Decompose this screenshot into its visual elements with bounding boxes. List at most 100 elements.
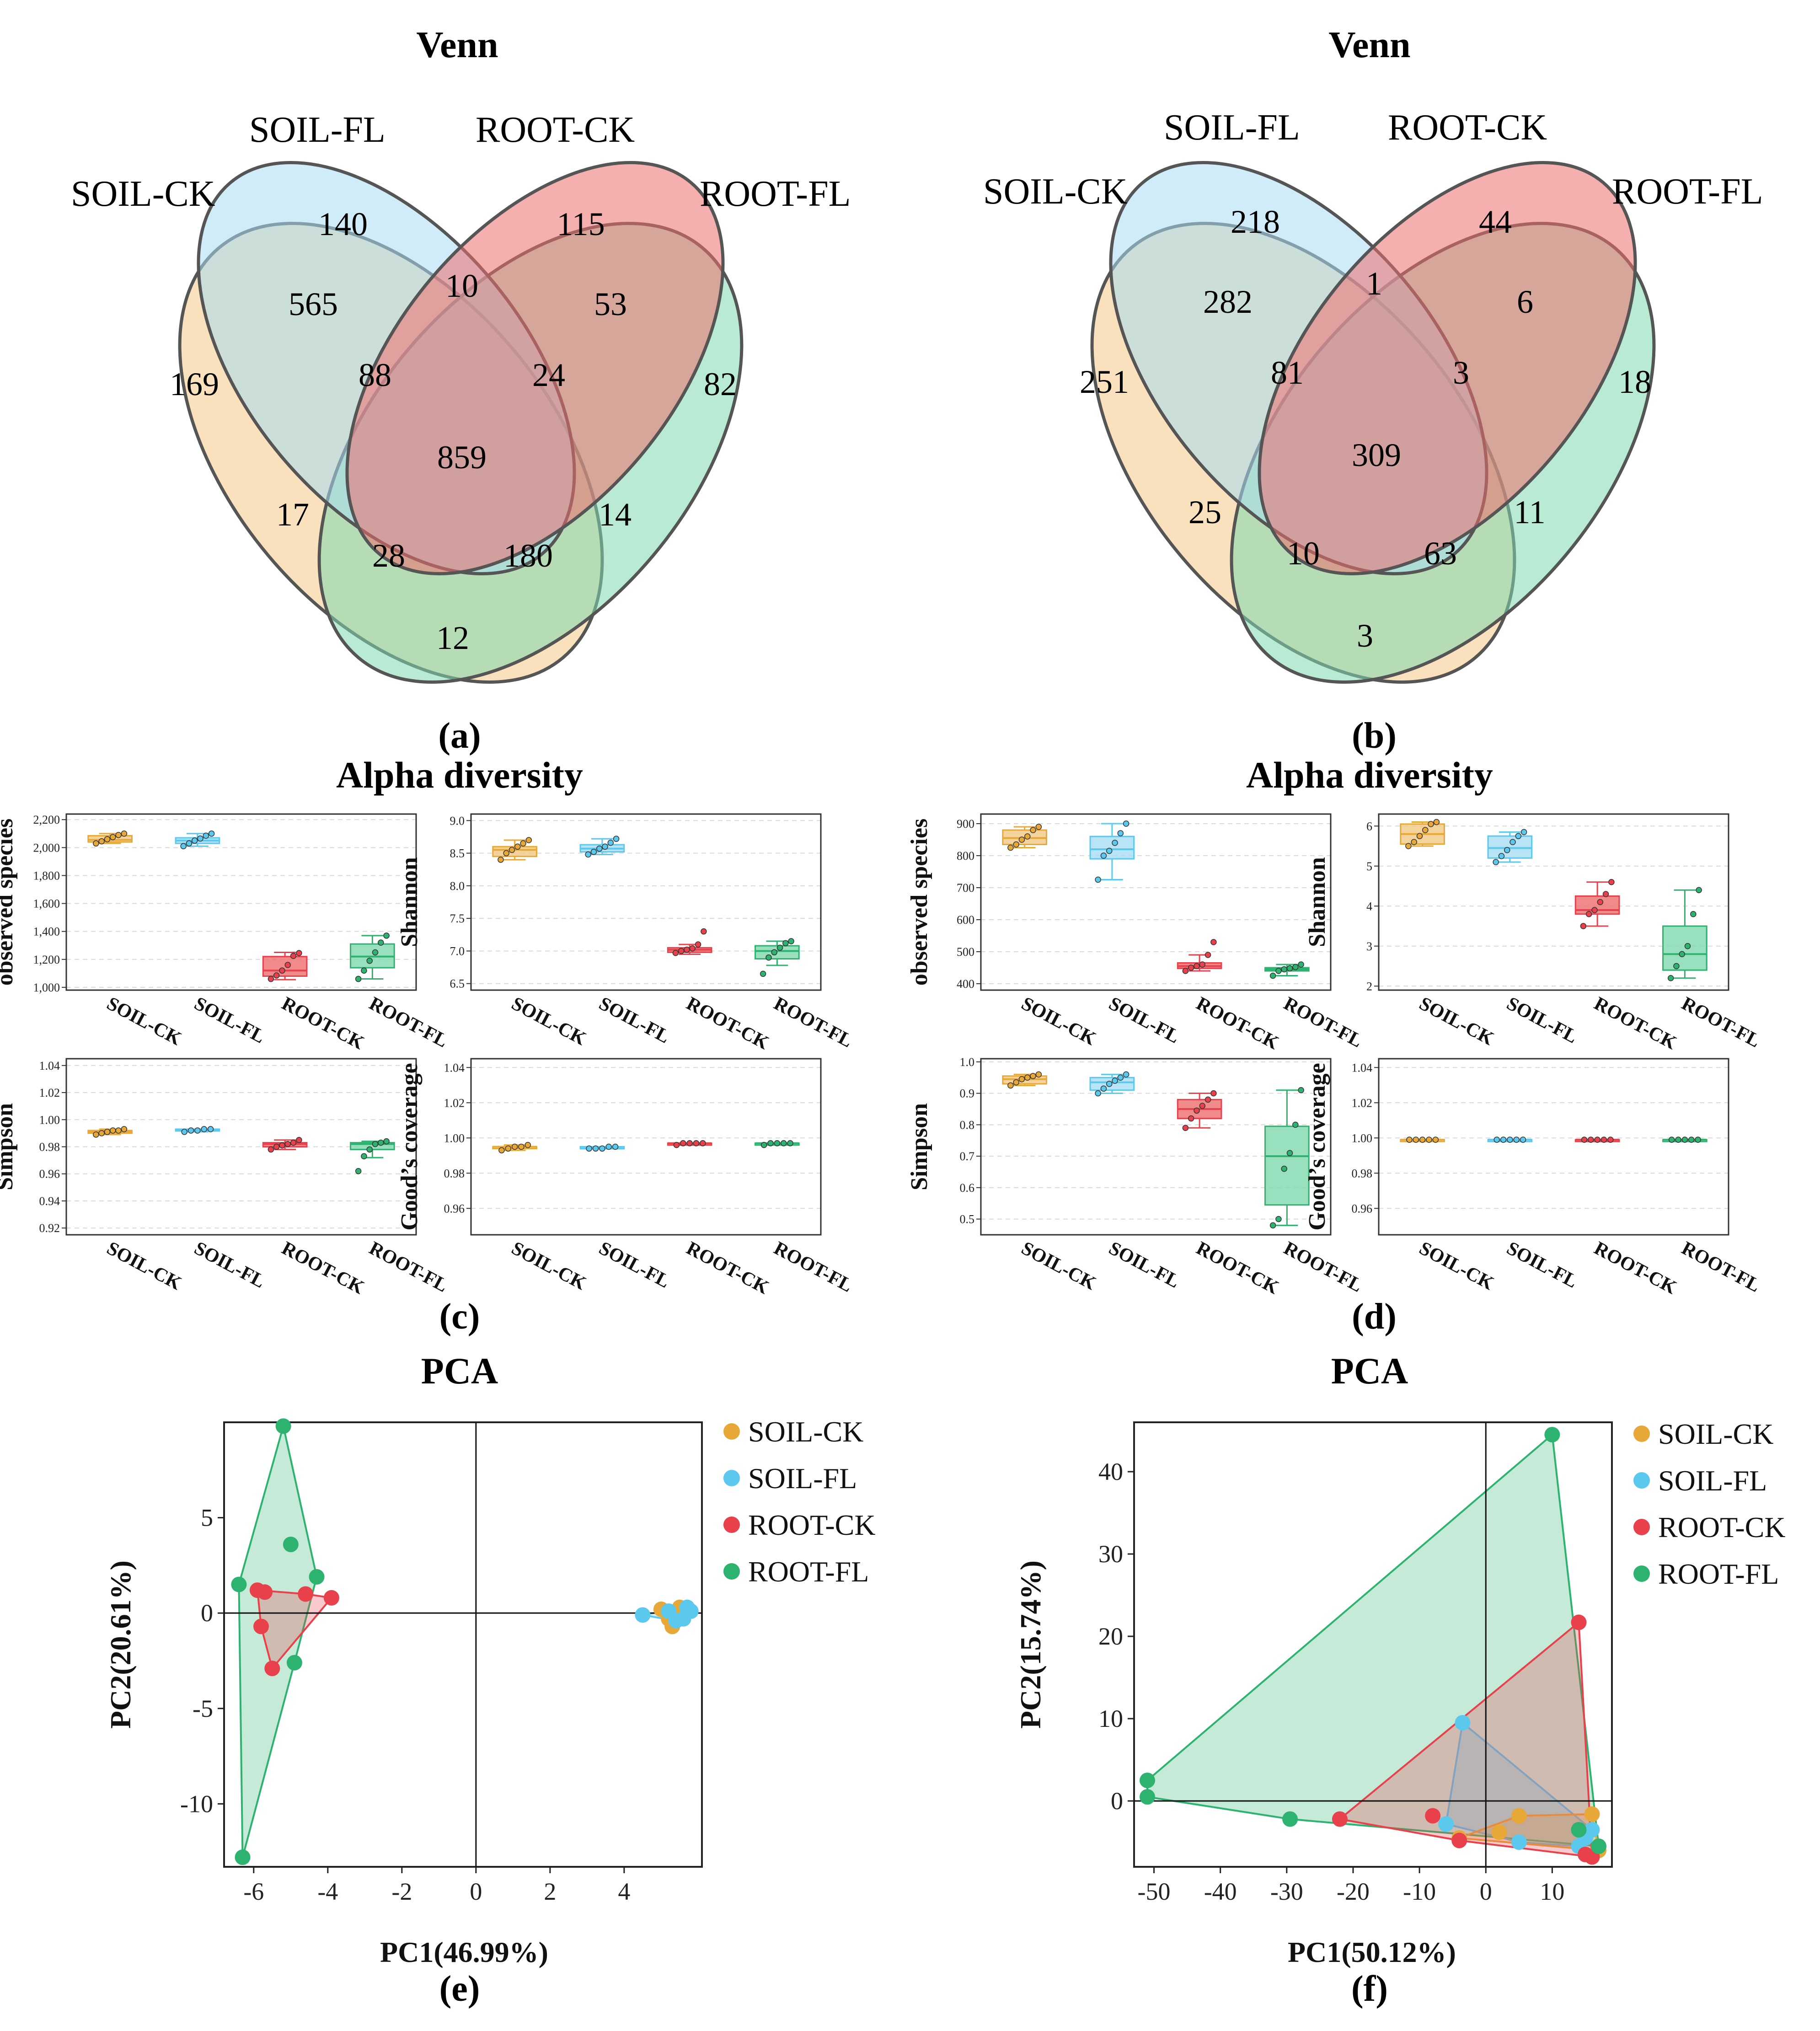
box-point: [1513, 1136, 1520, 1143]
box-point: [1292, 1121, 1299, 1128]
category-label: ROOT-CK: [1590, 1238, 1680, 1298]
box-point: [1679, 951, 1685, 957]
y-tick-label: 1.04: [1352, 1061, 1373, 1074]
box-point: [590, 848, 597, 855]
category-label: ROOT-CK: [1193, 1238, 1282, 1298]
y-tick-label: 7.5: [450, 912, 465, 925]
box-point: [1095, 1090, 1101, 1097]
point-soil-fl: [675, 1611, 691, 1627]
box-point: [1498, 853, 1505, 859]
box-point: [776, 944, 783, 951]
box-point: [505, 1145, 512, 1152]
box-point: [1675, 1136, 1681, 1143]
y-tick-label: -5: [193, 1695, 213, 1722]
y-tick-label: 20: [1098, 1623, 1123, 1650]
box-point: [1515, 833, 1522, 839]
x-tick-label: 0: [470, 1878, 482, 1905]
box-point: [1432, 1136, 1439, 1143]
legend-label: ROOT-FL: [1658, 1558, 1779, 1590]
y-tick-label: 700: [957, 881, 974, 895]
box-point: [1013, 1079, 1019, 1086]
y-tick-label: 0.6: [960, 1181, 975, 1195]
point-root-fl: [1282, 1811, 1298, 1827]
box-point: [1281, 966, 1287, 973]
box-point: [525, 1141, 531, 1148]
box-point: [1286, 965, 1293, 972]
box-point: [1117, 830, 1124, 836]
category-label: ROOT-CK: [1590, 993, 1680, 1054]
box-point: [1112, 840, 1118, 846]
y-axis-label: observed species: [0, 819, 18, 986]
box-point: [296, 950, 302, 956]
box-point: [110, 1127, 116, 1134]
pca-title: PCA: [1331, 1350, 1408, 1392]
box-point: [273, 1143, 280, 1150]
box-point: [366, 1146, 373, 1153]
box-root-fl: [1264, 1125, 1310, 1206]
y-tick-label: 1.00: [1352, 1131, 1373, 1145]
point-root-ck: [1332, 1811, 1348, 1827]
box-point: [361, 967, 367, 974]
box-point: [1106, 1081, 1113, 1087]
venn-region-count: 10: [1287, 535, 1320, 572]
box-point: [1298, 961, 1304, 968]
panel-label: (e): [439, 1969, 480, 2009]
box-root-ck: [1574, 895, 1620, 915]
box-point: [1668, 1136, 1675, 1143]
legend-marker: [723, 1423, 740, 1440]
box-point: [355, 975, 362, 982]
venn-region-count: 18: [1618, 364, 1651, 400]
box-point: [115, 1127, 122, 1134]
venn-region-count: 251: [1080, 364, 1129, 400]
y-tick-label: 2,000: [33, 841, 60, 854]
box-point: [511, 1143, 518, 1150]
boxplot-shannon: 6.5 7.0 7.5 8.0 8.5 9.0 SOIL-CK SOIL-FL ROOT-CKR…: [396, 813, 856, 1054]
plot-frame: [470, 1058, 822, 1236]
y-tick-label: 0: [201, 1599, 213, 1627]
legend-marker: [1633, 1519, 1650, 1535]
category-label: SOIL-CK: [1018, 1238, 1099, 1294]
y-axis-label: observed species: [906, 819, 932, 986]
box-point: [1419, 1136, 1426, 1143]
y-tick-label: 0.9: [960, 1087, 975, 1100]
legend-label: SOIL-FL: [1658, 1464, 1767, 1497]
x-tick-label: -10: [1403, 1878, 1436, 1905]
box-point: [1117, 1074, 1124, 1081]
category-label: SOIL-FL: [191, 1238, 268, 1292]
box-point: [201, 1126, 207, 1132]
box-point: [1269, 1222, 1276, 1229]
y-tick-label: 0.94: [39, 1195, 60, 1208]
box-point: [98, 1130, 105, 1136]
box-point: [787, 1140, 793, 1147]
y-tick-label: 0.98: [444, 1167, 465, 1180]
box-point: [1204, 952, 1211, 958]
venn-region-count: 17: [276, 496, 309, 533]
box-point: [1493, 1136, 1500, 1143]
box-point: [693, 1140, 700, 1147]
venn-region-count: 63: [1424, 535, 1457, 572]
box-point: [1597, 899, 1604, 906]
box-point: [613, 836, 620, 842]
box-point: [284, 962, 291, 968]
venn-region-count: 169: [170, 366, 219, 402]
box-point: [672, 949, 679, 956]
box-point: [1413, 1136, 1419, 1143]
box-point: [1123, 1071, 1129, 1078]
point-root-fl: [1140, 1773, 1156, 1788]
y-tick-label: 900: [957, 817, 974, 831]
y-tick-label: 0.98: [39, 1141, 60, 1154]
category-label: SOIL-CK: [1416, 993, 1497, 1050]
box-point: [1406, 1136, 1413, 1143]
y-tick-label: 9.0: [450, 814, 465, 827]
venn-set-label: SOIL-FL: [249, 110, 385, 150]
box-point: [115, 832, 122, 838]
box-point: [296, 1136, 302, 1143]
box-point: [1100, 852, 1107, 859]
box-point: [1428, 821, 1434, 827]
box-root-ck: [262, 956, 308, 977]
venn-set-label: ROOT-CK: [476, 110, 635, 150]
box-point: [678, 948, 685, 954]
venn-region-count: 282: [1203, 284, 1253, 320]
box-point: [1416, 833, 1423, 839]
venn-region-count: 82: [704, 366, 737, 402]
